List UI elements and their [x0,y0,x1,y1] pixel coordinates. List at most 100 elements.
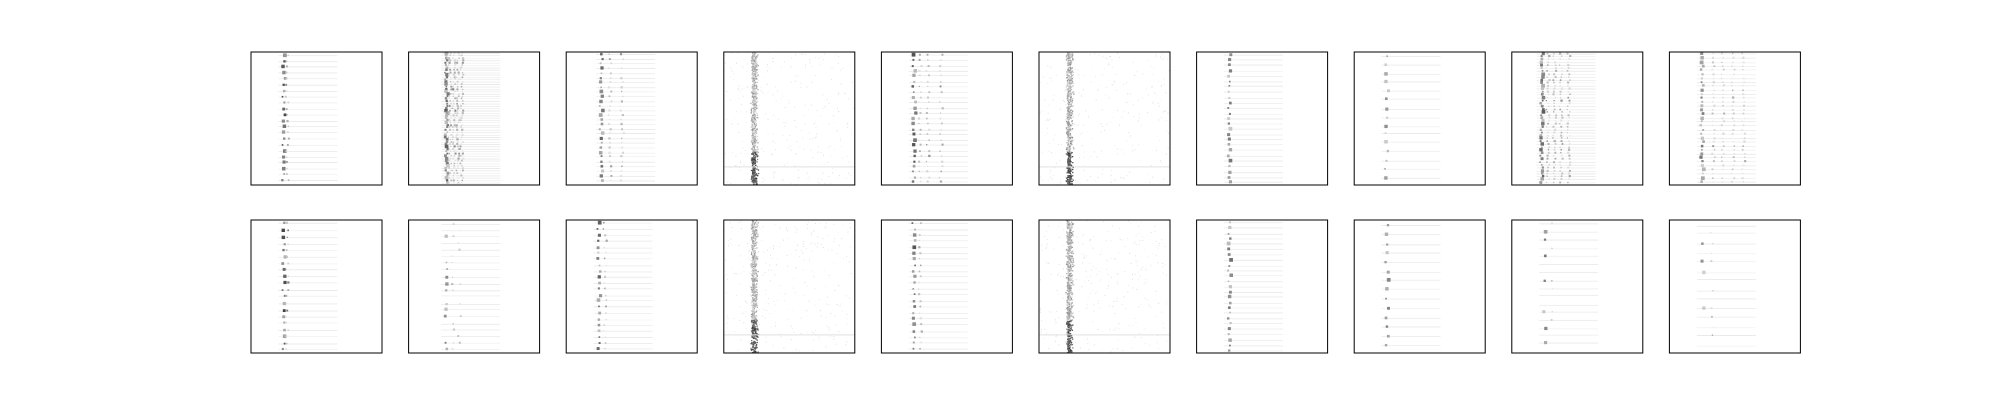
cell [285,173,288,175]
noise-cell [735,272,737,274]
cell [1560,134,1563,137]
cell [912,330,916,333]
cell [287,54,289,56]
row-trail [441,329,501,331]
band-cell [754,158,756,160]
band-cell [751,160,754,162]
cell [911,116,915,121]
cell [920,65,923,68]
band-cell [1066,74,1068,76]
noise-cell [728,240,730,242]
band-cell [756,180,758,182]
band-cell [750,120,753,122]
noise-cell [1072,351,1074,353]
row-trail [441,160,501,162]
noise-cell [1124,245,1126,247]
noise-cell [1047,119,1049,121]
cell [287,131,289,133]
cell [911,85,915,88]
cell [917,293,921,296]
row-trail [908,235,968,236]
noise-cell [799,146,801,148]
band-cell [757,234,759,236]
band-cell [755,243,757,245]
band-cell [1067,79,1069,81]
band-cell [752,91,754,94]
cell [455,97,458,100]
noise-cell [1091,138,1093,140]
cell [1733,68,1736,71]
cell [459,69,462,71]
band-cell [754,120,756,122]
band-cell [1069,95,1071,98]
cell [281,64,285,69]
band-cell [1068,71,1070,73]
cell [1553,100,1555,102]
cell [914,228,916,231]
noise-cell [1163,83,1165,85]
noise-cell [791,328,793,330]
noise-cell [822,246,824,248]
noise-cell [726,322,728,324]
band-cell [752,175,754,177]
cell [1701,73,1704,76]
cell [599,77,602,80]
band-cell [753,112,755,115]
band-cell [1070,268,1072,270]
noise-cell [1062,297,1064,299]
noise-cell [1123,177,1125,179]
band-cell [1067,155,1070,157]
noise-cell [730,183,732,185]
cell [925,161,927,163]
band-cell [751,239,753,241]
row-trail [1536,129,1596,131]
noise-cell [1054,339,1056,341]
band-cell [753,268,756,270]
band-cell [752,346,755,348]
noise-cell [1136,71,1138,73]
row-trail [278,263,338,265]
band-cell [753,84,756,86]
cell [599,270,602,273]
band-cell [756,135,759,138]
cell [920,91,922,93]
noise-cell [786,319,788,321]
noise-cell [824,182,826,184]
noise-cell [770,153,772,155]
cell [452,54,455,57]
cell [456,138,459,141]
noise-cell [1117,110,1119,112]
noise-cell [828,329,830,331]
cell [926,180,929,183]
band-cell [1070,164,1072,167]
cell [598,311,602,315]
band-cell [755,346,757,349]
cell [1712,84,1714,86]
band-cell [1070,161,1072,163]
noise-cell [1091,269,1093,271]
noise-cell [737,349,739,351]
row-trail [441,175,501,177]
cell [597,233,601,237]
band-cell [755,75,757,77]
noise-cell [1062,245,1064,247]
row-trail [441,243,501,244]
cell [444,61,447,64]
band-cell [752,305,754,308]
noise-cell [1111,84,1113,86]
cell [912,300,916,303]
band-cell [754,151,757,154]
band-cell [752,333,754,335]
cell [1733,160,1736,163]
band-cell [752,242,754,244]
band-cell [755,238,757,240]
cell [603,324,605,326]
noise-cell [768,303,770,305]
band-cell [750,226,752,229]
cell [1569,161,1571,163]
band-cell [1067,336,1069,338]
cell [444,53,448,57]
cell [596,256,600,260]
noise-cell [794,165,796,167]
band-cell [756,153,758,155]
